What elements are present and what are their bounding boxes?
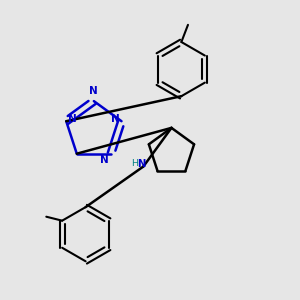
Text: N: N [100,155,109,165]
Text: N: N [68,114,77,124]
Text: N: N [110,114,119,124]
Text: N: N [138,159,146,169]
Text: N: N [89,86,98,97]
Text: H: H [130,159,138,168]
